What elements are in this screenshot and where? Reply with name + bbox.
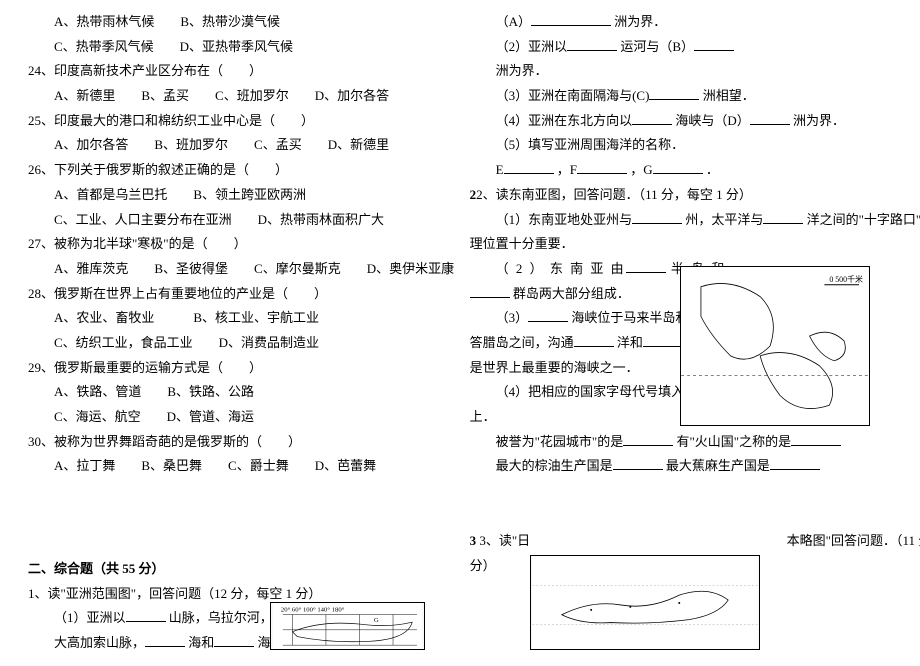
r-line-2: （2）亚洲以 运河与（B） xyxy=(470,35,892,60)
blank xyxy=(763,211,803,224)
text: 洋和 xyxy=(617,335,643,350)
text: 州，太平洋与 xyxy=(685,212,763,227)
q2-1b: 理位置十分重要． xyxy=(470,232,892,257)
text: （2）亚洲以 xyxy=(496,39,568,54)
blank xyxy=(694,38,734,51)
blank xyxy=(632,211,682,224)
text: E xyxy=(496,162,504,177)
blank xyxy=(126,609,166,622)
text: 洲为界． xyxy=(614,14,666,29)
text: 洲为界． xyxy=(793,113,845,128)
text: 运河与（B） xyxy=(620,39,694,54)
left-column: A、热带雨林气候 B、热带沙漠气候 C、热带季风气候 D、亚热带季风气候 24、… xyxy=(0,10,442,656)
text: 洲相望． xyxy=(703,88,755,103)
text: ，G xyxy=(630,162,652,177)
r-line-4: （4）亚洲在东北方向以 海峡与（D） 洲为界． xyxy=(470,109,892,134)
svg-text:G: G xyxy=(374,617,379,624)
text: （1）东南亚地处亚州与 xyxy=(496,212,633,227)
q28-stem: 28、俄罗斯在世界上占有重要地位的产业是（ ） xyxy=(28,282,414,307)
q2-1: （1）东南亚地处亚州与 州，太平洋与 洋之间的"十字路口"，地 xyxy=(470,208,892,233)
blank xyxy=(504,161,554,174)
blank xyxy=(626,260,666,273)
q28-opt-row1: A、农业、畜牧业 B、核工业、宇航工业 xyxy=(28,306,414,331)
q26-opt-row2: C、工业、人口主要分布在亚洲 D、热带雨林面积广大 xyxy=(28,208,414,233)
q25-stem: 25、印度最大的港口和棉纺织工业中心是（ ） xyxy=(28,109,414,134)
blank xyxy=(632,112,672,125)
blank xyxy=(567,38,617,51)
text: 洲为界． xyxy=(496,63,548,78)
blank xyxy=(791,433,841,446)
text: （1）亚洲以 xyxy=(54,610,126,625)
q26-stem: 26、下列关于俄罗斯的叙述正确的是（ ） xyxy=(28,158,414,183)
map3-lon-labels: 20° 60° 100° 140° 180° xyxy=(281,607,345,614)
text: （3）亚洲在南面隔海与(C) xyxy=(496,88,650,103)
text: （4）亚洲在东北方向以 xyxy=(496,113,633,128)
text: 最大蕉麻生产国是 xyxy=(666,458,770,473)
blank xyxy=(643,334,683,347)
text: 洋之间的"十字路口"，地 xyxy=(807,212,920,227)
q27-stem: 27、被称为北半球"寒极"的是（ ） xyxy=(28,232,414,257)
text: 最大的棕油生产国是 xyxy=(496,458,613,473)
q23-opt-row1: A、热带雨林气候 B、热带沙漠气候 xyxy=(28,10,414,35)
blank xyxy=(214,634,254,647)
blank xyxy=(613,457,663,470)
r-line-6: E ，F ，G ． xyxy=(470,158,892,183)
blank xyxy=(528,309,568,322)
text: 山脉，乌拉尔河， xyxy=(169,610,273,625)
svg-text:0 500千米: 0 500千米 xyxy=(829,274,863,284)
text: 海峡与（D） xyxy=(675,113,749,128)
map-japan xyxy=(530,555,760,650)
q30-opts: A、拉丁舞 B、桑巴舞 C、爵士舞 D、芭蕾舞 xyxy=(28,454,414,479)
q26-opt-row1: A、首都是乌兰巴托 B、领土跨亚欧两洲 xyxy=(28,183,414,208)
blank xyxy=(770,457,820,470)
text: （3） xyxy=(496,310,529,325)
blank xyxy=(145,634,185,647)
map-asia-range: 20° 60° 100° 140° 180° G xyxy=(270,602,425,650)
r-line-5: （5）填写亚洲周围海洋的名称． xyxy=(470,133,892,158)
q29-stem: 29、俄罗斯最重要的运输方式是（ ） xyxy=(28,356,414,381)
text: 海和 xyxy=(188,635,214,650)
text: 答腊岛之间，沟通 xyxy=(470,335,574,350)
q29-opt-row1: A、铁路、管道 B、铁路、公路 xyxy=(28,380,414,405)
q2-5: 被誉为"花园城市"的是 有"火山国"之称的是 xyxy=(470,430,892,455)
text: 大高加索山脉， xyxy=(54,635,145,650)
q27-opts: A、雅库茨克 B、圣彼得堡 C、摩尔曼斯克 D、奥伊米亚康 xyxy=(28,257,414,282)
blank xyxy=(531,13,611,26)
q23-opt-row2: C、热带季风气候 D、亚热带季风气候 xyxy=(28,35,414,60)
blank xyxy=(623,433,673,446)
q28-opt-row2: C、纺织工业，食品工业 D、消费品制造业 xyxy=(28,331,414,356)
q2-stem: 22、读东南亚图，回答问题．（11 分，每空 1 分） xyxy=(470,183,892,208)
q2-6: 最大的棕油生产国是 最大蕉麻生产国是 xyxy=(470,454,892,479)
text: （ 2 ） 东 南 亚 由 xyxy=(496,261,626,276)
q24-stem: 24、印度高新技术产业区分布在（ ） xyxy=(28,59,414,84)
blank xyxy=(653,161,703,174)
blank xyxy=(649,87,699,100)
q3-num: 3 xyxy=(470,533,477,548)
q25-opts: A、加尔各答 B、班加罗尔 C、孟买 D、新德里 xyxy=(28,133,414,158)
text: 本略图"回答问题．（11 分，每空 1 xyxy=(787,533,920,548)
text: 群岛两大部分组成． xyxy=(513,286,630,301)
r-line-a: （A） 洲为界． xyxy=(470,10,892,35)
r-line-3: （3）亚洲在南面隔海与(C) 洲相望． xyxy=(470,84,892,109)
blank xyxy=(574,334,614,347)
blank xyxy=(470,285,510,298)
q29-opt-row2: C、海运、航空 D、管道、海运 xyxy=(28,405,414,430)
map-southeast-asia: 0 500千米 xyxy=(680,266,870,426)
text: ，F xyxy=(557,162,577,177)
text: 有"火山国"之称的是 xyxy=(676,434,791,449)
q30-stem: 30、被称为世界舞蹈奇葩的是俄罗斯的（ ） xyxy=(28,430,414,455)
text: （A） xyxy=(496,14,531,29)
blank xyxy=(750,112,790,125)
text: ． xyxy=(706,162,719,177)
r-line-2b: 洲为界． xyxy=(470,59,892,84)
text: 被誉为"花园城市"的是 xyxy=(496,434,624,449)
section2-title: 二、综合题（共 55 分） xyxy=(28,557,414,582)
q24-opts: A、新德里 B、孟买 C、班加罗尔 D、加尔各答 xyxy=(28,84,414,109)
q3-line: 3 3、读"日 本略图"回答问题．（11 分，每空 1 xyxy=(470,529,892,554)
blank xyxy=(577,161,627,174)
